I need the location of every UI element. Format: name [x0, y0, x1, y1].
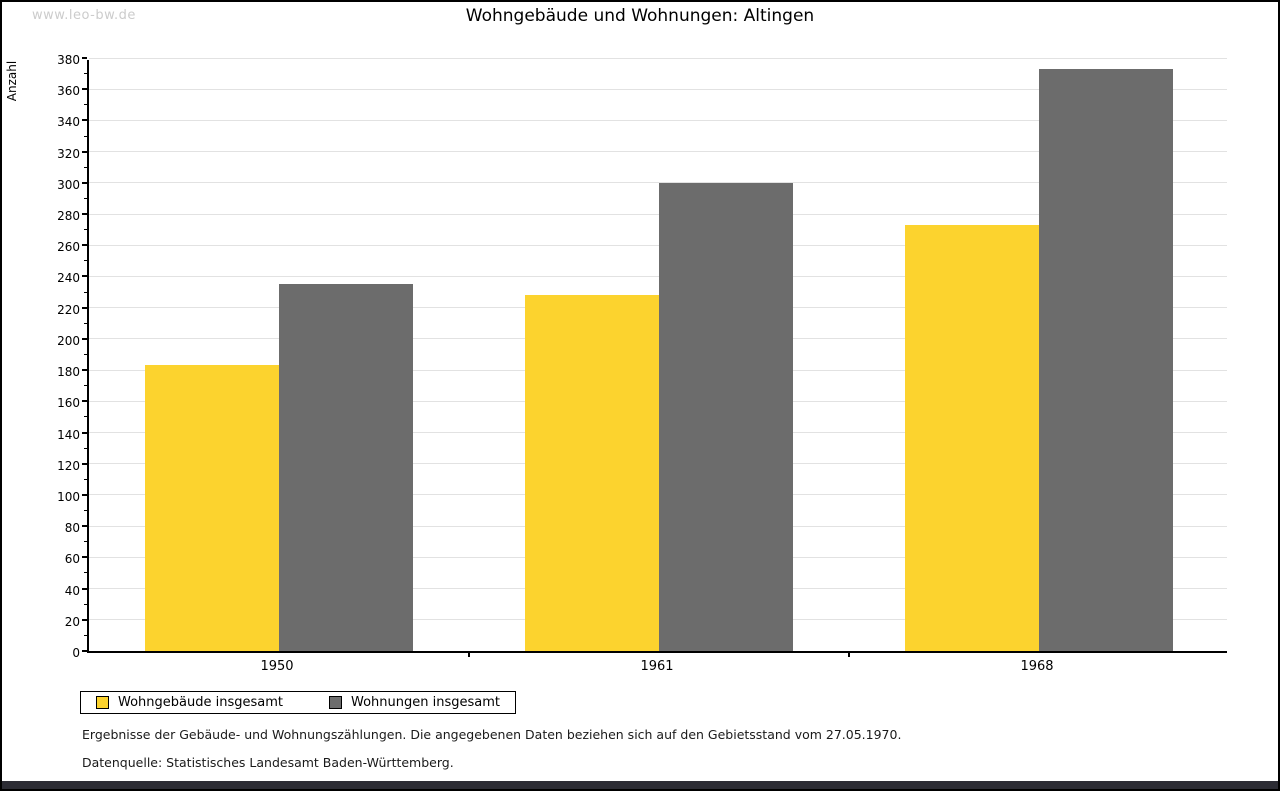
y-tick-label: 140	[57, 427, 80, 442]
y-tick-label: 340	[57, 115, 80, 130]
y-major-tick	[82, 493, 87, 496]
y-major-tick	[82, 400, 87, 403]
y-minor-tick	[84, 478, 87, 480]
y-major-tick	[82, 275, 87, 278]
y-major-tick	[82, 650, 87, 652]
plot-area	[82, 57, 1229, 657]
y-minor-tick	[84, 603, 87, 605]
x-section-tick	[848, 651, 850, 657]
y-major-tick	[82, 462, 87, 465]
legend-swatch-icon	[96, 696, 109, 709]
legend-item-series1: Wohngebäude insgesamt	[96, 695, 283, 710]
y-tick-label: 100	[57, 489, 80, 504]
legend-item-series2: Wohnungen insgesamt	[329, 695, 500, 710]
y-tick-label: 0	[72, 646, 80, 660]
y-major-tick	[82, 431, 87, 434]
y-minor-tick	[84, 229, 87, 231]
y-minor-tick	[84, 260, 87, 262]
gridline	[89, 88, 1227, 90]
footer-source-note: Ergebnisse der Gebäude- und Wohnungszähl…	[82, 727, 902, 742]
bar-1961-series2	[659, 182, 793, 651]
gridline	[89, 275, 1227, 277]
bar-1961-series1	[525, 295, 659, 651]
gridline	[89, 57, 1227, 59]
y-minor-tick	[84, 197, 87, 199]
gridline	[89, 182, 1227, 184]
footer-data-source: Datenquelle: Statistisches Landesamt Bad…	[82, 755, 454, 770]
y-tick-label: 160	[57, 396, 80, 411]
bar-group-1968	[849, 60, 1229, 651]
y-tick-label: 20	[64, 614, 80, 629]
y-axis-labels: 0 20 40 60 80 100 120 140 160 180 200 220 240 260 280 3…	[40, 53, 80, 660]
y-minor-tick	[84, 572, 87, 574]
y-tick-label: 280	[57, 209, 80, 224]
y-minor-tick	[84, 73, 87, 75]
x-tick-label: 1961	[640, 659, 674, 674]
y-tick-label: 260	[57, 240, 80, 255]
y-tick-label: 180	[57, 365, 80, 380]
y-tick-label: 360	[57, 84, 80, 99]
y-minor-tick	[84, 385, 87, 387]
y-tick-label: 380	[57, 53, 80, 67]
y-major-tick	[82, 150, 87, 153]
y-major-tick	[82, 119, 87, 122]
y-tick-label: 320	[57, 146, 80, 161]
y-minor-tick	[84, 104, 87, 106]
gridline	[89, 213, 1227, 215]
gridline	[89, 119, 1227, 121]
legend-label: Wohnungen insgesamt	[351, 695, 500, 710]
y-tick-label: 220	[57, 302, 80, 317]
bottom-scrollbar-strip	[2, 781, 1278, 789]
bar-1968-series1	[905, 224, 1039, 651]
y-tick-label: 200	[57, 333, 80, 348]
bar-group-1961	[469, 60, 849, 651]
legend-label: Wohngebäude insgesamt	[118, 695, 283, 710]
y-minor-tick	[84, 510, 87, 512]
y-major-tick	[82, 57, 87, 59]
y-major-tick	[82, 213, 87, 216]
y-minor-tick	[84, 322, 87, 324]
legend: Wohngebäude insgesamt Wohnungen insgesamt	[80, 691, 516, 714]
y-major-tick	[82, 88, 87, 91]
chart-title: Wohngebäude und Wohnungen: Altingen	[465, 6, 815, 26]
y-minor-tick	[84, 291, 87, 293]
y-major-tick	[82, 369, 87, 372]
y-tick-label: 40	[64, 583, 80, 598]
y-minor-tick	[84, 416, 87, 418]
y-minor-tick	[84, 135, 87, 137]
x-section-tick	[468, 651, 470, 657]
y-minor-tick	[84, 634, 87, 636]
x-tick-label: 1950	[260, 659, 294, 674]
y-major-tick	[82, 306, 87, 309]
x-axis-labels: 1950 1961 1968	[87, 659, 1227, 675]
y-major-tick	[82, 587, 87, 590]
y-major-tick	[82, 337, 87, 340]
site-watermark: www.leo-bw.de	[32, 8, 136, 23]
y-tick-label: 120	[57, 458, 80, 473]
bar-1968-series2	[1039, 68, 1173, 651]
y-axis-title: Anzahl	[5, 60, 19, 102]
bar-1950-series1	[145, 365, 279, 651]
gridline	[89, 244, 1227, 246]
y-minor-tick	[84, 447, 87, 449]
y-major-tick	[82, 618, 87, 621]
y-major-tick	[82, 525, 87, 528]
y-minor-tick	[84, 166, 87, 168]
legend-swatch-icon	[329, 696, 342, 709]
gridline	[89, 151, 1227, 153]
bar-1950-series2	[279, 284, 413, 651]
y-major-tick	[82, 244, 87, 247]
y-tick-label: 60	[64, 552, 80, 567]
bar-group-1950	[89, 60, 469, 651]
y-tick-label: 80	[64, 521, 80, 536]
y-major-tick	[82, 556, 87, 559]
y-minor-tick	[84, 541, 87, 543]
x-tick-label: 1968	[1020, 659, 1054, 674]
y-tick-label: 240	[57, 271, 80, 286]
y-tick-label: 300	[57, 177, 80, 192]
y-minor-tick	[84, 354, 87, 355]
y-major-tick	[82, 181, 87, 184]
